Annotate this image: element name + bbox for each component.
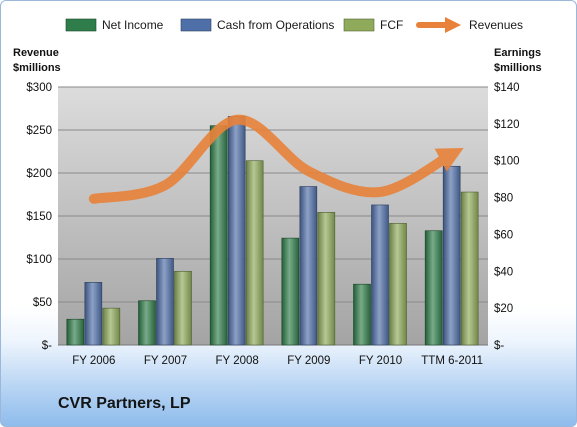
legend-label: FCF (380, 18, 403, 32)
right-tick-label: $140 (494, 82, 520, 94)
revenues-line (88, 114, 464, 204)
bar-net-income (424, 230, 443, 346)
left-tick-label: $- (42, 340, 52, 352)
bar-net-income (209, 125, 228, 346)
bar-fcf (317, 212, 336, 346)
bar-net-income (281, 237, 300, 346)
right-tick-label: $100 (494, 156, 520, 168)
bar-fcf (389, 223, 407, 346)
legend-swatch-cash-from-operations (180, 18, 212, 32)
left-tick-label: $50 (33, 297, 52, 309)
left-tick-label: $100 (26, 254, 52, 266)
plot-area: $- $50 $100 $150 $200 $250 $300 $- $20 $40 $60 $80 $… (26, 82, 519, 367)
legend-arrow-revenues (445, 17, 461, 33)
right-axis-title-line2: $millions (494, 62, 542, 74)
bar-cash-from-operations (156, 258, 174, 346)
legend-swatch-fcf (343, 18, 375, 32)
right-tick-label: $40 (494, 266, 513, 278)
right-axis-title-line1: Earnings (494, 47, 541, 59)
legend-label: Net Income (102, 18, 164, 32)
left-axis-title-line1: Revenue (13, 47, 59, 59)
left-tick-label: $250 (26, 125, 52, 137)
category-label: FY 2008 (216, 355, 259, 367)
legend: Net Income Cash from Operations FCF Revenue… (65, 17, 523, 33)
category-label: TTM 6-2011 (421, 355, 483, 367)
bar-fcf (174, 270, 192, 346)
bar-cash-from-operations (371, 204, 389, 346)
right-tick-label: $- (494, 340, 504, 352)
right-tick-label: $60 (494, 229, 513, 241)
category-label: FY 2010 (359, 355, 402, 367)
legend-label: Cash from Operations (217, 18, 334, 32)
left-tick-label: $300 (26, 82, 52, 94)
bar-cash-from-operations (442, 165, 461, 346)
bar-fcf (102, 307, 121, 346)
bar-net-income (66, 318, 85, 346)
company-name: CVR Partners, LP (58, 395, 191, 412)
right-tick-label: $20 (494, 303, 513, 315)
legend-swatch-net-income (65, 18, 97, 32)
category-label: FY 2009 (287, 355, 330, 367)
bar-net-income (138, 300, 156, 346)
bar-fcf (245, 160, 264, 346)
right-tick-label: $120 (494, 119, 520, 131)
bar-fcf (460, 191, 479, 346)
bar-net-income (353, 283, 371, 346)
left-axis-title-line2: $millions (13, 62, 61, 74)
bar-cash-from-operations (227, 116, 246, 346)
left-tick-label: $200 (26, 168, 52, 180)
bar-cash-from-operations (299, 186, 318, 346)
category-label: FY 2007 (144, 355, 187, 367)
bar-cash-from-operations (84, 282, 103, 346)
legend-label: Revenues (469, 18, 523, 32)
category-label: FY 2006 (72, 355, 115, 367)
right-tick-label: $80 (494, 193, 513, 205)
left-tick-label: $150 (26, 211, 52, 223)
